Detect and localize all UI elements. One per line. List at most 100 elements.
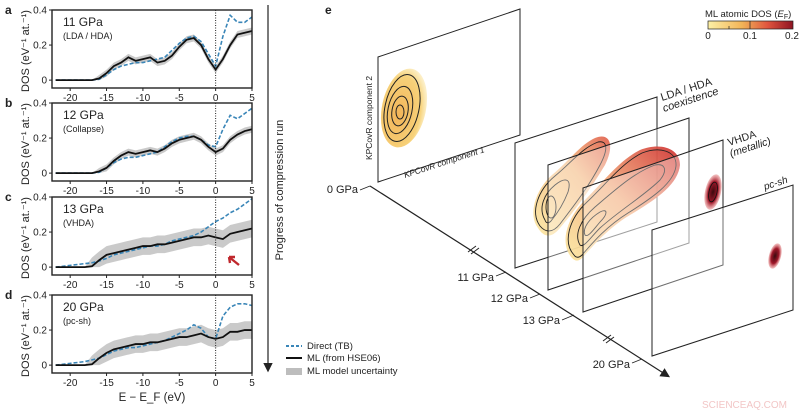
y-axis-label: DOS (eV⁻¹ at.⁻¹)	[20, 10, 32, 92]
x-tick-label: -15	[99, 378, 114, 389]
panel-letter-d: d	[5, 288, 12, 302]
panel-letter-a: a	[5, 3, 12, 17]
frame-13gpa	[582, 139, 724, 313]
legend-uncertainty-swatch	[286, 368, 302, 375]
x-tick-label: -20	[63, 186, 78, 197]
x-tick-label: 0	[213, 186, 219, 197]
y-tick-label: 0	[41, 263, 47, 274]
x-tick-label: -5	[175, 186, 184, 197]
legend-uncertainty-label: ML model uncertainty	[307, 366, 398, 377]
x-tick-label: -5	[175, 378, 184, 389]
pressure-labels: 0 GPa 11 GPa 12 GPa 13 GPa 20 GPa	[327, 184, 643, 371]
x-tick-label: 5	[249, 186, 255, 197]
contour-13gpa	[708, 181, 718, 203]
progress-label: Progress of compression run	[274, 120, 286, 261]
watermark: SCIENCEAQ.COM	[702, 400, 787, 411]
colorbar-tick-2: 0.2	[785, 31, 799, 42]
y-tick-label: 0	[41, 361, 47, 372]
x-tick-label: 5	[249, 378, 255, 389]
x-tick-label: -15	[99, 280, 114, 291]
frame-0gpa	[377, 8, 521, 183]
y-tick-label: 0.2	[33, 134, 47, 145]
pressure-label-12: 12 GPa	[491, 293, 529, 305]
y-axis-label: DOS (eV⁻¹ at.⁻¹)	[20, 103, 32, 185]
panel-title: 11 GPa	[63, 15, 103, 29]
colorbar: ML atomic DOS (EF) 0 0.1 0.2	[705, 9, 799, 42]
panel-subtitle: (LDA / HDA)	[63, 31, 113, 41]
panel-subtitle: (Collapse)	[63, 124, 104, 134]
colorbar-tick-0: 0	[705, 31, 711, 42]
x-tick-label: -5	[175, 280, 184, 291]
x-tick-label: -5	[175, 93, 184, 104]
plot-frame	[51, 294, 253, 374]
ml-line	[55, 329, 252, 367]
x-tick-label: -20	[63, 378, 78, 389]
x-tick-label: -10	[136, 378, 151, 389]
legend: Direct (TB) ML (from HSE06) ML model unc…	[286, 341, 398, 377]
y-tick-label: 0.4	[33, 99, 47, 110]
y-axis-label: DOS (eV⁻¹ at.⁻¹)	[20, 197, 32, 279]
direct-tb-line	[55, 198, 253, 268]
colorbar-gradient	[707, 20, 794, 30]
y-tick-label: 0.2	[33, 228, 47, 239]
y-tick-label: 0.4	[33, 6, 47, 17]
pressure-label-13: 13 GPa	[523, 315, 561, 327]
contours-12gpa	[567, 149, 677, 258]
x-tick-label: 0	[213, 93, 219, 104]
panel-title: 12 GPa	[63, 108, 104, 122]
panel-subtitle: (VHDA)	[63, 218, 94, 228]
x-tick-label: -10	[136, 280, 151, 291]
x-tick-label: 5	[249, 93, 255, 104]
distribution-20gpa	[768, 243, 782, 269]
y-tick-label: 0.2	[33, 41, 47, 52]
distribution-11gpa	[533, 136, 611, 236]
y-tick-label: 0.4	[33, 193, 47, 204]
red-arrow-icon	[227, 255, 240, 266]
axis2-label: KPCovR component 2	[364, 76, 374, 160]
pressure-label-11: 11 GPa	[458, 272, 495, 284]
x-axis-label: E − E_F (eV)	[119, 392, 186, 404]
pressure-label-20: 20 GPa	[593, 359, 631, 371]
frame-20gpa	[651, 184, 794, 357]
y-axis-label: DOS (eV⁻¹ at.⁻¹)	[20, 295, 32, 377]
contours-11gpa	[535, 141, 607, 232]
x-tick-label: -20	[63, 280, 78, 291]
panel-title: 13 GPa	[63, 202, 104, 216]
y-tick-label: 0.2	[33, 326, 47, 337]
ml-line	[55, 30, 253, 82]
colorbar-tick-1: 0.1	[743, 31, 757, 42]
legend-ml-label: ML (from HSE06)	[307, 353, 381, 364]
ml-line	[55, 128, 253, 175]
distribution-12gpa	[565, 146, 680, 261]
panel-letter-c: c	[5, 190, 12, 204]
x-tick-label: 0	[213, 378, 219, 389]
x-tick-label: -10	[136, 186, 151, 197]
x-tick-label: 0	[213, 280, 219, 291]
pressure-label-0: 0 GPa	[327, 184, 359, 196]
direct-tb-line	[55, 302, 253, 366]
progress-arrow: Progress of compression run	[263, 5, 286, 373]
plot-frame	[51, 102, 253, 182]
y-tick-label: 0	[41, 76, 47, 87]
x-tick-label: -15	[99, 93, 114, 104]
axis-break-marks	[467, 245, 615, 344]
panel-title: 20 GPa	[63, 300, 104, 314]
uncertainty-band	[55, 125, 252, 174]
panel-letter-e: e	[325, 3, 332, 17]
legend-direct-label: Direct (TB)	[307, 341, 353, 352]
y-tick-label: 0.4	[33, 291, 47, 302]
x-tick-label: -15	[99, 186, 114, 197]
y-tick-label: 0	[41, 169, 47, 180]
colorbar-title: ML atomic DOS (EF)	[705, 9, 791, 21]
x-tick-label: -10	[136, 93, 151, 104]
panel-subtitle: (pc-sh)	[63, 316, 91, 326]
x-tick-label: -20	[63, 93, 78, 104]
distribution-13gpa	[704, 174, 722, 210]
x-tick-label: 5	[249, 280, 255, 291]
